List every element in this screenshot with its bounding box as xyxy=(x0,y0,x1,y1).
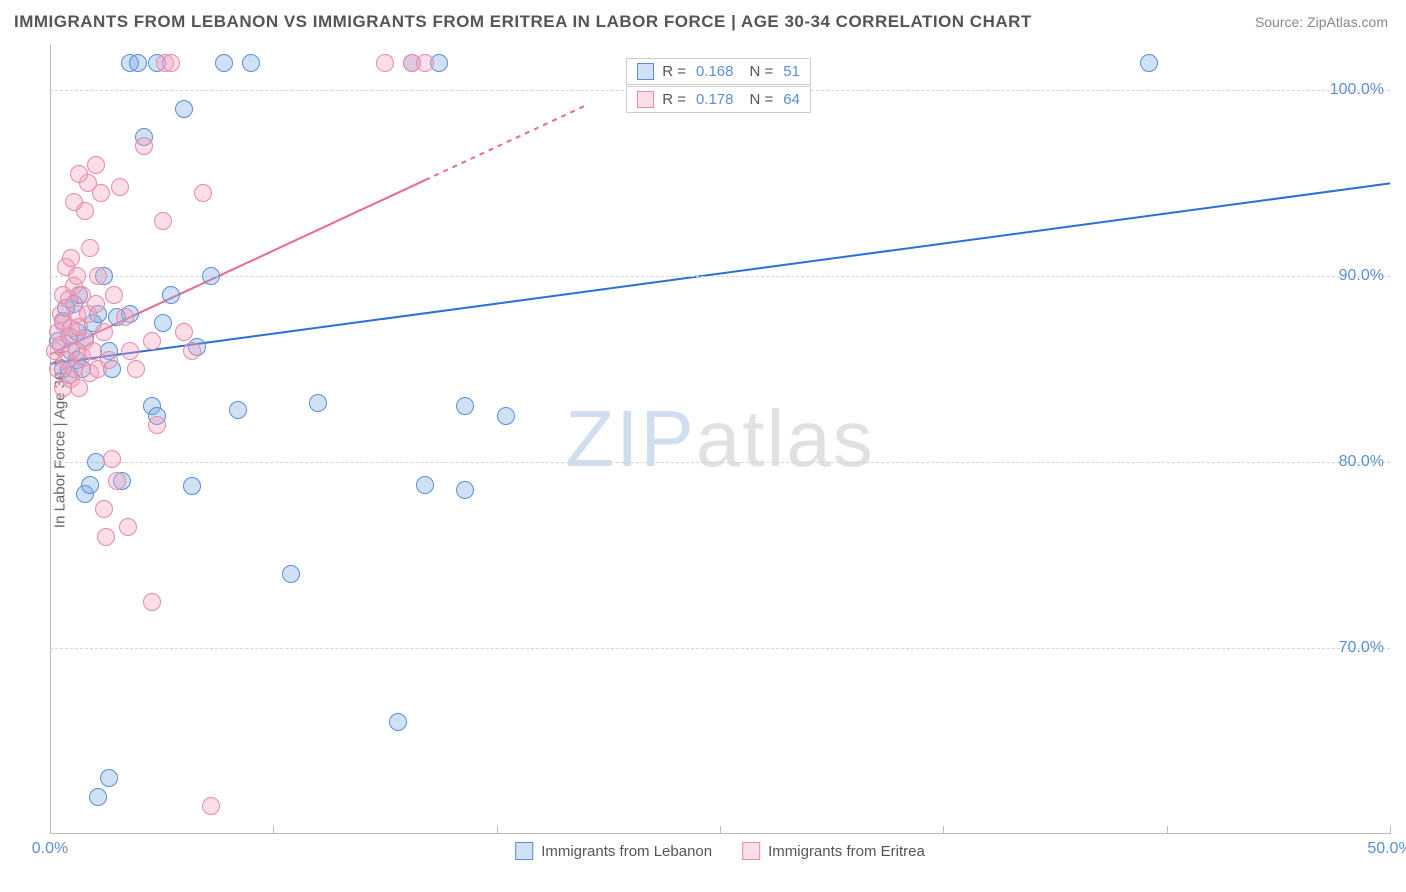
data-point xyxy=(416,476,434,494)
stat-r-label: R = xyxy=(662,91,686,108)
data-point xyxy=(229,401,247,419)
data-point xyxy=(89,788,107,806)
chart-title: IMMIGRANTS FROM LEBANON VS IMMIGRANTS FR… xyxy=(14,12,1032,32)
stat-n-label: N = xyxy=(750,63,774,80)
legend-swatch xyxy=(742,842,760,860)
source-attribution: Source: ZipAtlas.com xyxy=(1255,14,1388,30)
data-point xyxy=(127,360,145,378)
stats-box: R = 0.178 N = 64 xyxy=(626,86,811,113)
y-axis-line xyxy=(50,44,51,834)
legend-label: Immigrants from Eritrea xyxy=(768,843,925,860)
stat-r-value: 0.168 xyxy=(696,63,734,80)
x-tick xyxy=(1390,826,1391,834)
data-point xyxy=(456,481,474,499)
watermark: ZIPatlas xyxy=(565,393,874,485)
data-point xyxy=(135,137,153,155)
data-point xyxy=(68,267,86,285)
x-tick xyxy=(497,826,498,834)
grid-line xyxy=(50,276,1390,277)
y-tick-label: 80.0% xyxy=(1339,453,1384,471)
legend-item: Immigrants from Lebanon xyxy=(515,842,712,860)
data-point xyxy=(105,286,123,304)
data-point xyxy=(389,713,407,731)
stat-r-value: 0.178 xyxy=(696,91,734,108)
data-point xyxy=(143,332,161,350)
data-point xyxy=(162,286,180,304)
data-point xyxy=(121,342,139,360)
grid-line xyxy=(50,648,1390,649)
trend-lines-layer xyxy=(50,44,1390,834)
data-point xyxy=(148,416,166,434)
data-point xyxy=(162,54,180,72)
data-point xyxy=(62,249,80,267)
data-point xyxy=(116,308,134,326)
x-tick-label: 0.0% xyxy=(32,840,68,858)
legend-label: Immigrants from Lebanon xyxy=(541,843,712,860)
data-point xyxy=(87,156,105,174)
data-point xyxy=(111,178,129,196)
data-point xyxy=(65,193,83,211)
data-point xyxy=(81,476,99,494)
data-point xyxy=(194,184,212,202)
data-point xyxy=(97,528,115,546)
y-tick-label: 100.0% xyxy=(1330,81,1384,99)
data-point xyxy=(416,54,434,72)
data-point xyxy=(242,54,260,72)
data-point xyxy=(103,450,121,468)
stat-n-value: 51 xyxy=(783,63,800,80)
data-point xyxy=(95,323,113,341)
data-point xyxy=(202,267,220,285)
data-point xyxy=(183,477,201,495)
data-point xyxy=(456,397,474,415)
data-point xyxy=(143,593,161,611)
data-point xyxy=(95,500,113,518)
data-point xyxy=(376,54,394,72)
x-tick xyxy=(943,826,944,834)
data-point xyxy=(89,267,107,285)
x-tick xyxy=(1167,826,1168,834)
x-tick xyxy=(50,826,51,834)
data-point xyxy=(100,351,118,369)
stats-box: R = 0.168 N = 51 xyxy=(626,58,811,85)
data-point xyxy=(119,518,137,536)
legend: Immigrants from Lebanon Immigrants from E… xyxy=(515,842,925,860)
data-point xyxy=(154,314,172,332)
y-tick-label: 70.0% xyxy=(1339,639,1384,657)
data-point xyxy=(175,323,193,341)
data-point xyxy=(100,769,118,787)
data-point xyxy=(129,54,147,72)
watermark-atlas: atlas xyxy=(696,394,875,483)
data-point xyxy=(108,472,126,490)
stat-n-value: 64 xyxy=(783,91,800,108)
data-point xyxy=(87,295,105,313)
stat-r-label: R = xyxy=(662,63,686,80)
stat-n-label: N = xyxy=(750,91,774,108)
data-point xyxy=(282,565,300,583)
legend-item: Immigrants from Eritrea xyxy=(742,842,925,860)
data-point xyxy=(81,239,99,257)
data-point xyxy=(175,100,193,118)
y-tick-label: 90.0% xyxy=(1339,267,1384,285)
watermark-zip: ZIP xyxy=(565,394,695,483)
data-point xyxy=(154,212,172,230)
x-tick-label: 50.0% xyxy=(1367,840,1406,858)
data-point xyxy=(202,797,220,815)
grid-line xyxy=(50,462,1390,463)
scatter-chart: In Labor Force | Age 30-34 ZIPatlas Immi… xyxy=(50,44,1390,834)
data-point xyxy=(1140,54,1158,72)
data-point xyxy=(84,342,102,360)
legend-swatch xyxy=(515,842,533,860)
data-point xyxy=(309,394,327,412)
data-point xyxy=(497,407,515,425)
data-point xyxy=(70,379,88,397)
data-point xyxy=(92,184,110,202)
data-point xyxy=(183,342,201,360)
series-swatch xyxy=(637,63,654,80)
series-swatch xyxy=(637,91,654,108)
data-point xyxy=(215,54,233,72)
x-tick xyxy=(720,826,721,834)
x-tick xyxy=(273,826,274,834)
data-point xyxy=(70,165,88,183)
